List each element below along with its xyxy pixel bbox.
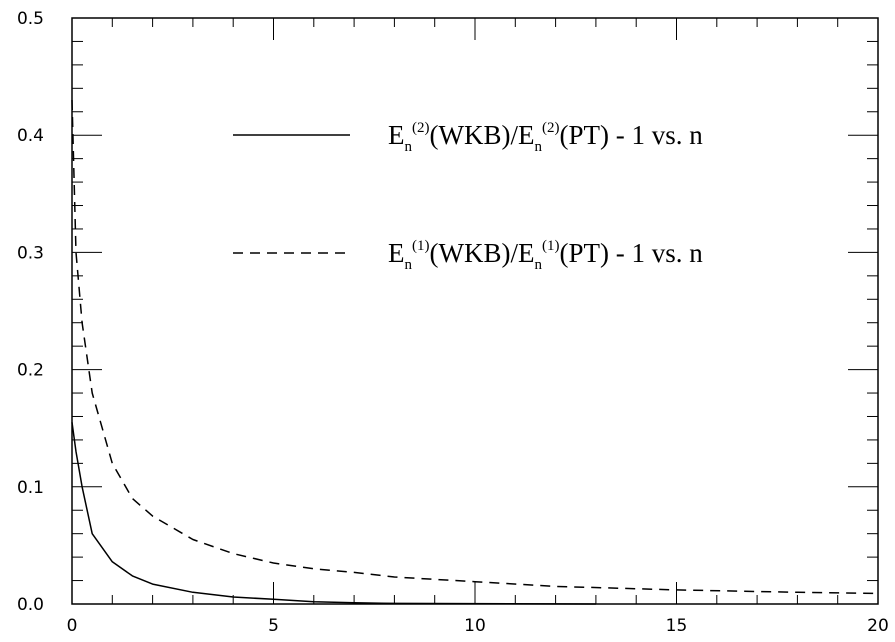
x-tick-label: 5: [268, 616, 279, 636]
y-tick-label: 0.3: [17, 243, 44, 263]
legend-label-1: En(2)(WKB)/En(2)(PT) - 1 vs. n: [388, 120, 703, 155]
series-line-1: [71, 422, 596, 605]
x-tick-label: 0: [67, 616, 78, 636]
series-line-2: [71, 99, 879, 595]
series-layer: [71, 99, 879, 605]
y-tick-label: 0.5: [17, 9, 44, 29]
y-tick-label: 0.4: [17, 126, 44, 146]
y-tick-label: 0.2: [17, 361, 44, 381]
legend: En(2)(WKB)/En(2)(PT) - 1 vs. n En(1)(WKB)…: [233, 120, 703, 273]
x-tick-label: 15: [666, 616, 688, 636]
plot-frame: [71, 17, 879, 605]
y-tick-label: 0.0: [17, 595, 44, 615]
axis-ticks: [71, 17, 879, 605]
y-tick-label: 0.1: [17, 478, 44, 498]
x-tick-label: 20: [867, 616, 889, 636]
x-tick-label: 10: [464, 616, 486, 636]
legend-label-2: En(1)(WKB)/En(1)(PT) - 1 vs. n: [388, 238, 703, 273]
axis-tick-labels: 0 5 10 15 20 0.0 0.1 0.2 0.3 0.4 0.5: [17, 9, 889, 636]
